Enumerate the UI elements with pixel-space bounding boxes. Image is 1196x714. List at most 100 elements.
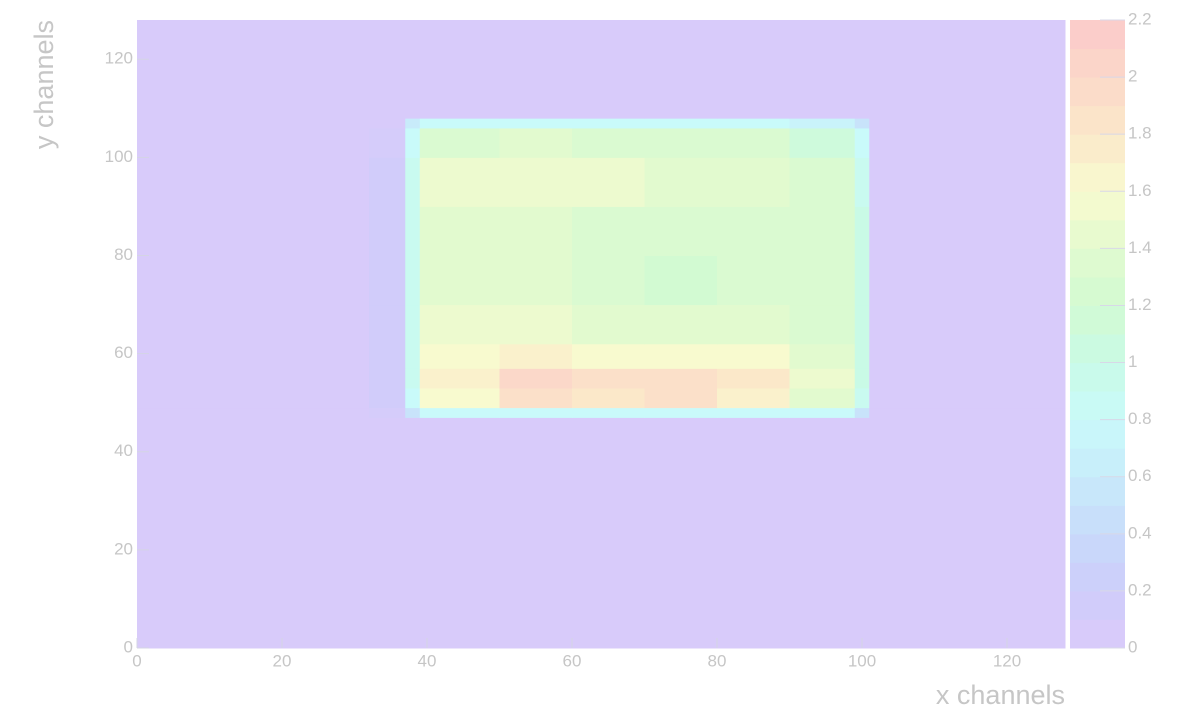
heatmap-cell bbox=[419, 157, 500, 207]
heatmap-cell bbox=[499, 206, 573, 256]
heatmap-cell bbox=[854, 407, 870, 418]
heatmap-cell bbox=[869, 157, 1066, 207]
heatmap-cell bbox=[854, 417, 870, 649]
heatmap-cell bbox=[572, 304, 645, 345]
colorbar-tick-label: 1.2 bbox=[1128, 295, 1152, 314]
heatmap-cell bbox=[419, 387, 500, 409]
heatmap-cell bbox=[717, 127, 790, 158]
heatmap-cell bbox=[572, 206, 645, 256]
heatmap-cell bbox=[717, 118, 790, 129]
heatmap-cell bbox=[789, 387, 856, 409]
heatmap-cell bbox=[499, 387, 573, 409]
colorbar-tick-label: 1.8 bbox=[1128, 124, 1152, 143]
heatmap-cell bbox=[369, 157, 406, 207]
y-tick-label: 0 bbox=[124, 637, 133, 656]
colorbar-band bbox=[1070, 562, 1125, 592]
heatmap-cell bbox=[854, 255, 870, 306]
heatmap-cell bbox=[789, 20, 856, 119]
y-axis-title: y channels bbox=[29, 20, 59, 149]
x-tick-label: 40 bbox=[418, 651, 437, 670]
colorbar-band bbox=[1070, 391, 1125, 421]
heatmap-cell bbox=[644, 407, 718, 418]
heatmap-cell bbox=[869, 407, 1066, 418]
heatmap-cell bbox=[869, 255, 1066, 306]
heatmap-cell bbox=[789, 343, 856, 369]
heatmap-cell bbox=[419, 417, 500, 649]
heatmap-cell bbox=[854, 127, 870, 158]
heatmap-cell bbox=[499, 127, 573, 158]
heatmap-cell bbox=[419, 368, 500, 389]
heatmap-cell bbox=[717, 157, 790, 207]
heatmap-cell bbox=[137, 127, 370, 158]
heatmap-cell bbox=[854, 157, 870, 207]
y-tick-label: 20 bbox=[114, 539, 133, 558]
heatmap-cell bbox=[369, 417, 406, 649]
heatmap-cell bbox=[717, 343, 790, 369]
heatmap-cell bbox=[405, 255, 421, 306]
colorbar-band bbox=[1070, 248, 1125, 278]
heatmap-cell bbox=[499, 118, 573, 129]
colorbar-band bbox=[1070, 419, 1125, 449]
heatmap-cell bbox=[717, 387, 790, 409]
x-tick-label: 120 bbox=[993, 651, 1021, 670]
colorbar-tick-label: 2 bbox=[1128, 67, 1137, 86]
heatmap-cell bbox=[854, 304, 870, 345]
heatmap-cell bbox=[137, 417, 370, 649]
heatmap-cell bbox=[137, 304, 370, 345]
heatmap-cell bbox=[419, 343, 500, 369]
heatmap-cell bbox=[369, 407, 406, 418]
heatmap-cell bbox=[644, 118, 718, 129]
heatmap-cell bbox=[499, 368, 573, 389]
heatmap-cell bbox=[717, 407, 790, 418]
heatmap-cell bbox=[644, 127, 718, 158]
heatmap-cell bbox=[419, 304, 500, 345]
colorbar-band bbox=[1070, 334, 1125, 364]
colorbar-band bbox=[1070, 276, 1125, 306]
heatmap-cell bbox=[405, 127, 421, 158]
heatmap-cell bbox=[499, 343, 573, 369]
heatmap-cell bbox=[572, 118, 645, 129]
y-tick-label: 60 bbox=[114, 343, 133, 362]
heatmap-cell bbox=[499, 417, 573, 649]
heatmap-cell bbox=[644, 417, 718, 649]
heatmap-cell bbox=[869, 387, 1066, 409]
colorbar-tick-label: 1 bbox=[1128, 352, 1137, 371]
colorbar-tick-label: 1.6 bbox=[1128, 181, 1152, 200]
heatmap-cell bbox=[572, 417, 645, 649]
heatmap-cell bbox=[644, 304, 718, 345]
heatmap-cell bbox=[717, 255, 790, 306]
colorbar-band bbox=[1070, 219, 1125, 249]
colorbar-tick-label: 0.4 bbox=[1128, 523, 1152, 542]
heatmap-cell bbox=[869, 20, 1066, 119]
heatmap-cell bbox=[789, 368, 856, 389]
colorbar-band bbox=[1070, 590, 1125, 620]
heatmap-cell bbox=[137, 387, 370, 409]
colorbar-tick-label: 1.4 bbox=[1128, 238, 1152, 257]
heatmap-cell bbox=[789, 157, 856, 207]
heatmap-cell bbox=[854, 368, 870, 389]
heatmap-cell bbox=[869, 118, 1066, 129]
heatmap-cell bbox=[717, 206, 790, 256]
heatmap-cell bbox=[499, 255, 573, 306]
heatmap-cell bbox=[854, 206, 870, 256]
x-tick-label: 0 bbox=[132, 651, 141, 670]
heatmap-cell bbox=[405, 407, 421, 418]
heatmap-cell bbox=[137, 20, 370, 119]
heatmap-cell bbox=[137, 407, 370, 418]
colorbar-band bbox=[1070, 305, 1125, 335]
heatmap-cell bbox=[572, 407, 645, 418]
heatmap-cell bbox=[717, 304, 790, 345]
heatmap-cell bbox=[854, 343, 870, 369]
x-tick-label: 80 bbox=[708, 651, 727, 670]
heatmap-cell bbox=[789, 127, 856, 158]
heatmap-cell bbox=[644, 157, 718, 207]
colorbar-band bbox=[1070, 134, 1125, 164]
heatmap-cell bbox=[572, 368, 645, 389]
heatmap-cell bbox=[369, 343, 406, 369]
heatmap-cell bbox=[405, 343, 421, 369]
colorbar-tick-label: 0.8 bbox=[1128, 409, 1152, 428]
heatmap-cell bbox=[419, 118, 500, 129]
heatmap-cell bbox=[405, 20, 421, 119]
heatmap-cell bbox=[369, 127, 406, 158]
heatmap-cell bbox=[789, 118, 856, 129]
